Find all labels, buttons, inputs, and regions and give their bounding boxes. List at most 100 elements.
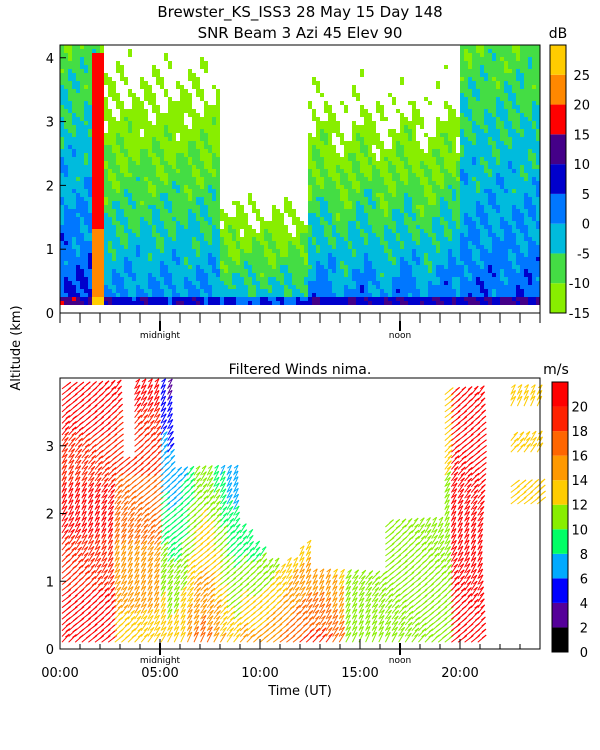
- snr-cell: [132, 209, 136, 213]
- snr-cell: [120, 101, 124, 105]
- snr-cell: [228, 237, 232, 241]
- snr-cell: [140, 141, 144, 145]
- snr-cell: [136, 193, 140, 197]
- snr-cell: [476, 193, 480, 197]
- snr-cell: [440, 273, 444, 277]
- snr-cell: [160, 133, 164, 137]
- snr-cell: [160, 181, 164, 185]
- snr-cell: [116, 145, 120, 149]
- snr-cell: [464, 229, 468, 233]
- snr-cell: [208, 181, 212, 185]
- snr-cell: [384, 197, 388, 201]
- snr-cell: [444, 289, 448, 293]
- snr-cell: [80, 229, 84, 233]
- snr-cell: [68, 249, 72, 253]
- snr-cell: [276, 289, 280, 293]
- snr-cell: [248, 297, 252, 301]
- snr-cell: [312, 165, 316, 169]
- snr-cell: [172, 277, 176, 281]
- snr-cell: [76, 169, 80, 173]
- snr-cell: [372, 269, 376, 273]
- snr-cell: [356, 273, 360, 277]
- snr-cell: [88, 181, 92, 185]
- snr-cell: [484, 185, 488, 189]
- snr-cell: [256, 297, 260, 301]
- snr-cell: [324, 133, 328, 137]
- snr-cell: [236, 301, 240, 305]
- snr-cell: [408, 273, 412, 277]
- snr-cell: [344, 237, 348, 241]
- snr-cell: [216, 265, 220, 269]
- snr-cell: [152, 133, 156, 137]
- snr-cell: [108, 257, 112, 261]
- snr-cell: [84, 205, 88, 209]
- snr-cell: [88, 165, 92, 169]
- snr-cell: [120, 257, 124, 261]
- snr-cell: [68, 149, 72, 153]
- snr-cell: [380, 249, 384, 253]
- snr-cell: [372, 253, 376, 257]
- snr-cell: [404, 141, 408, 145]
- snr-cell: [352, 245, 356, 249]
- snr-cell: [128, 125, 132, 129]
- snr-cell: [168, 297, 172, 301]
- snr-cell: [168, 221, 172, 225]
- snr-cell: [396, 169, 400, 173]
- snr-cell: [156, 165, 160, 169]
- snr-cell: [484, 297, 488, 301]
- snr-cell: [84, 293, 88, 297]
- snr-cell: [484, 281, 488, 285]
- snr-cell: [124, 205, 128, 209]
- snr-cell: [108, 189, 112, 193]
- snr-cell: [216, 189, 220, 193]
- snr-cell: [60, 237, 64, 241]
- snr-cell: [96, 261, 100, 265]
- snr-cell: [224, 229, 228, 233]
- snr-cell: [340, 241, 344, 245]
- snr-cell: [108, 133, 112, 137]
- snr-cell: [396, 141, 400, 145]
- snr-cell: [176, 101, 180, 105]
- snr-cell: [368, 217, 372, 221]
- snr-cell: [480, 253, 484, 257]
- snr-cell: [76, 217, 80, 221]
- snr-cell: [188, 237, 192, 241]
- snr-cell: [140, 237, 144, 241]
- snr-cell: [476, 205, 480, 209]
- snr-cell: [72, 141, 76, 145]
- snr-cell: [448, 253, 452, 257]
- snr-cell: [260, 249, 264, 253]
- snr-cell: [384, 153, 388, 157]
- snr-cell: [436, 209, 440, 213]
- snr-cell: [152, 197, 156, 201]
- snr-cell: [124, 265, 128, 269]
- snr-cell: [228, 285, 232, 289]
- snr-cell: [120, 77, 124, 81]
- snr-cell: [404, 149, 408, 153]
- snr-cell: [116, 69, 120, 73]
- snr-cell: [460, 221, 464, 225]
- snr-cell: [344, 209, 348, 213]
- snr-cell: [60, 225, 64, 229]
- snr-cell: [468, 197, 472, 201]
- snr-cell: [396, 253, 400, 257]
- snr-cell: [136, 173, 140, 177]
- snr-cell: [460, 133, 464, 137]
- snr-cell: [208, 153, 212, 157]
- snr-cell: [348, 157, 352, 161]
- snr-cell: [400, 117, 404, 121]
- snr-cell: [480, 281, 484, 285]
- snr-cell: [84, 177, 88, 181]
- snr-cell: [380, 141, 384, 145]
- snr-cell: [364, 185, 368, 189]
- snr-cell: [184, 269, 188, 273]
- snr-cell: [236, 261, 240, 265]
- snr-cell: [164, 213, 168, 217]
- snr-cell: [296, 257, 300, 261]
- snr-cell: [72, 145, 76, 149]
- snr-cell: [372, 233, 376, 237]
- snr-cell: [64, 77, 68, 81]
- snr-cell: [352, 181, 356, 185]
- snr-cell: [464, 153, 468, 157]
- snr-cell: [160, 301, 164, 305]
